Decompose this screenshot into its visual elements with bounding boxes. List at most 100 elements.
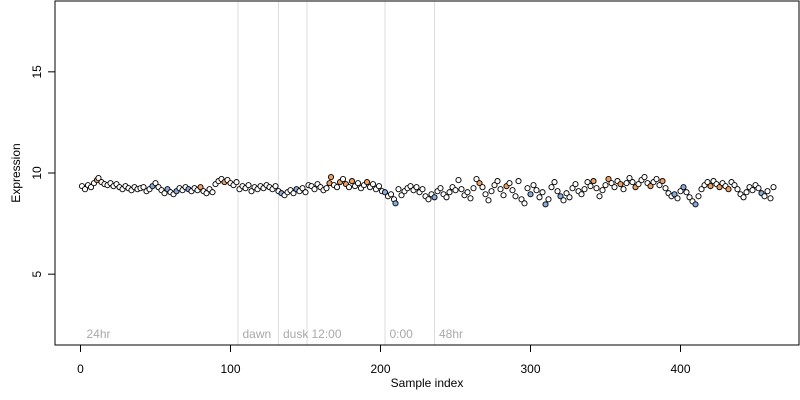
y-axis-title: Expression [9, 143, 23, 202]
data-point [695, 193, 702, 200]
data-point [530, 182, 537, 189]
data-point [369, 181, 377, 188]
data-point [87, 184, 95, 191]
data-point [506, 180, 513, 187]
data-point [497, 186, 504, 193]
data-point [524, 185, 531, 192]
data-point [596, 193, 603, 200]
data-point [363, 179, 371, 186]
data-point [749, 187, 756, 194]
data-point [611, 184, 618, 191]
annotation-label: 48hr [439, 327, 463, 341]
data-point [455, 177, 462, 184]
data-point [761, 193, 768, 200]
data-point [740, 194, 747, 201]
data-point [656, 182, 663, 189]
data-point [653, 176, 660, 183]
x-tick-label: 100 [220, 362, 240, 376]
data-point [407, 183, 414, 190]
data-point [479, 184, 486, 191]
data-point [731, 182, 738, 189]
data-point [500, 192, 507, 199]
data-point [485, 197, 492, 204]
data-point [197, 184, 204, 191]
y-tick-label: 10 [30, 166, 44, 180]
data-point [551, 179, 558, 186]
data-point [339, 176, 347, 183]
data-point [578, 191, 585, 198]
data-point [593, 185, 600, 192]
data-point [209, 189, 216, 196]
data-point [671, 191, 678, 198]
data-point [554, 188, 561, 195]
data-point [395, 186, 402, 193]
data-point [494, 178, 501, 185]
x-tick-label: 300 [520, 362, 540, 376]
data-point [446, 189, 453, 196]
data-point [152, 180, 159, 187]
data-point [161, 190, 168, 197]
data-point [626, 175, 633, 182]
data-point [467, 195, 474, 202]
data-point [392, 200, 399, 207]
data-point [647, 183, 654, 190]
data-point [452, 187, 459, 194]
data-point [536, 194, 543, 201]
x-tick-label: 0 [77, 362, 84, 376]
data-point [698, 186, 705, 193]
x-tick-label: 400 [670, 362, 690, 376]
data-point [581, 186, 588, 193]
data-point [302, 189, 309, 196]
annotation-label: 24hr [87, 327, 111, 341]
data-point [245, 182, 252, 189]
data-point [662, 185, 669, 192]
data-point [629, 179, 636, 186]
data-point [572, 181, 579, 188]
data-point [704, 179, 711, 186]
data-point [464, 189, 471, 196]
data-point [659, 178, 666, 185]
data-point [248, 188, 255, 195]
data-point [81, 186, 89, 193]
data-point [333, 184, 341, 191]
y-tick-label: 15 [30, 65, 44, 79]
data-point [602, 182, 609, 189]
data-point [527, 191, 534, 198]
data-point [323, 185, 330, 192]
data-point [686, 194, 693, 201]
data-point [641, 173, 648, 181]
data-point [599, 187, 606, 194]
data-point [743, 189, 750, 196]
data-point [387, 191, 395, 198]
data-point [381, 189, 389, 196]
data-point [437, 185, 444, 192]
data-point [476, 180, 483, 187]
data-point [725, 186, 732, 193]
data-point [375, 183, 383, 190]
data-point [560, 197, 567, 204]
data-point [557, 193, 564, 200]
data-point [354, 180, 362, 187]
y-tick-label: 5 [30, 271, 44, 278]
data-point [509, 187, 516, 194]
data-point [683, 189, 690, 196]
data-point [491, 182, 498, 189]
data-point [674, 195, 681, 202]
y-axis: 5 10 15 [30, 65, 56, 278]
data-point [458, 186, 465, 193]
data-point [488, 188, 495, 195]
data-point [590, 178, 597, 185]
data-point [413, 184, 420, 191]
data-point [443, 194, 450, 201]
data-point [548, 184, 555, 191]
x-tick-label: 200 [370, 362, 390, 376]
data-point [716, 184, 723, 191]
data-point [518, 196, 525, 203]
data-point [566, 194, 573, 201]
plot-frame [54, 0, 800, 346]
x-axis: 0 100 200 300 400 [77, 344, 691, 376]
data-point [431, 194, 438, 201]
x-axis-title: Sample index [391, 376, 464, 390]
data-point [569, 185, 576, 192]
